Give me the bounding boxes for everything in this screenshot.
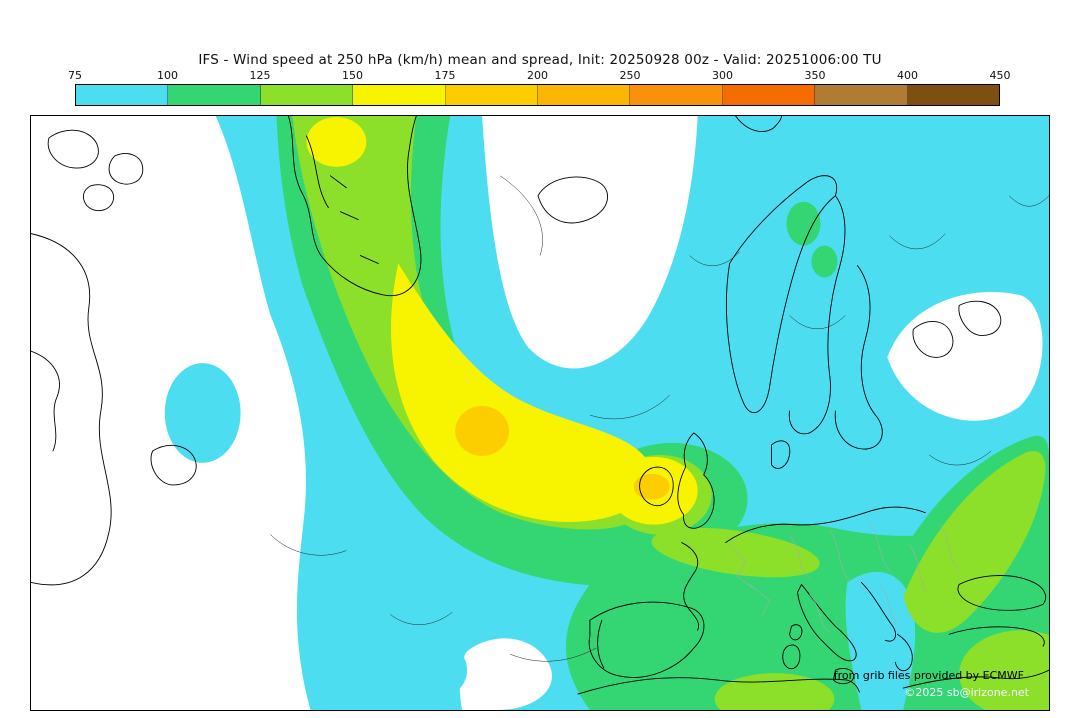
colorbar-segment — [353, 85, 446, 105]
cyan-patch-azores — [377, 636, 468, 705]
colorbar-tick-label: 300 — [712, 69, 733, 82]
coastline-ireland — [639, 466, 674, 507]
coastline-iberia — [588, 601, 705, 678]
data-source-credit: from grib files provided by ECMWF — [833, 669, 1024, 682]
coastline-north-sea-baltic — [725, 506, 926, 544]
spread-contours — [270, 175, 1049, 662]
coastline-great-britain — [677, 432, 715, 529]
coastline-corsica-sardinia — [782, 624, 803, 670]
colorbar-tick-label: 175 — [434, 69, 456, 82]
coastline-svalbard — [735, 116, 782, 132]
colorbar-tick-label: 450 — [989, 69, 1011, 82]
colorbar-segment — [907, 85, 1000, 105]
colorbar-segment — [722, 85, 816, 105]
chartreuse-france-band — [651, 527, 820, 578]
gold-atlantic-maximum — [455, 406, 510, 456]
coastline-norway — [726, 175, 838, 414]
page-title: IFS - Wind speed at 250 hPa (km/h) mean … — [198, 52, 882, 68]
coastline-greenland — [288, 116, 422, 296]
chartreuse-blacksea-band — [903, 451, 1046, 633]
white-region-south-iberia — [459, 638, 552, 710]
wind-band-150-175 — [306, 116, 698, 525]
copyright-notice: ©2025 sb@irizone.net — [904, 686, 1029, 699]
colorbar-tick-label: 250 — [619, 69, 641, 82]
border-lines — [729, 522, 960, 633]
coastline-france — [681, 542, 700, 631]
colorbar-segment — [630, 85, 723, 105]
colorbar-tick-label: 100 — [157, 69, 178, 82]
coastline-iceland — [537, 176, 608, 224]
coastline-newfoundland — [150, 444, 197, 486]
contour-lines — [270, 175, 1049, 662]
map-frame: from grib files provided by ECMWF ©2025 … — [30, 115, 1050, 711]
white-region-greenland-sea — [482, 116, 698, 369]
coastline-white-sea — [912, 300, 1002, 358]
colorbar-tick-label: 400 — [897, 69, 918, 82]
colorbar-segment — [168, 85, 261, 105]
gold-ireland-maximum — [633, 473, 670, 500]
wind-speed-map — [31, 116, 1049, 710]
coastline-sweden — [788, 195, 846, 435]
colorbar-tick-label: 200 — [527, 69, 548, 82]
wind-band-175-200 — [455, 406, 670, 500]
cyan-patch-labrador — [164, 363, 241, 463]
colorbar-tick-label: 75 — [68, 69, 82, 82]
colorbar-segment — [445, 85, 539, 105]
yellow-greenland-spot — [306, 116, 367, 167]
chartreuse-corner-patch — [959, 630, 1049, 710]
coastline-finland — [834, 265, 883, 450]
coastline-adriatic-greece — [860, 581, 913, 672]
coastline-black-sea — [948, 575, 1047, 647]
coastline-sicily — [832, 668, 855, 685]
green-patch-norway-2 — [811, 245, 838, 278]
colorbar-ticks: 75 100 125 150 175 200 250 300 350 400 450 — [68, 69, 1011, 82]
coastline-canada — [31, 233, 112, 586]
country-borders — [729, 522, 960, 633]
colorbar — [75, 84, 1000, 106]
coastline-denmark — [771, 440, 791, 469]
colorbar-segment — [538, 85, 631, 105]
colorbar-segment — [76, 85, 169, 105]
coastline-italy — [797, 583, 857, 662]
green-patch-norway-1 — [786, 201, 821, 246]
colorbar-tick-label: 150 — [342, 69, 363, 82]
colorbar-tick-label: 350 — [804, 69, 826, 82]
colorbar-segment — [260, 85, 354, 105]
chartreuse-jet-band — [292, 116, 645, 530]
colorbar-segment — [815, 85, 908, 105]
colorbar-tick-label: 125 — [249, 69, 271, 82]
yellow-jet-core — [391, 263, 654, 523]
coastlines — [31, 116, 1049, 695]
coastline-north-africa — [577, 669, 1049, 695]
coastline-arctic-islands — [47, 129, 144, 212]
coastline-greenland-fjords — [306, 135, 379, 264]
white-region-nw-russia — [887, 292, 1043, 421]
cyan-channel-italy — [845, 571, 916, 710]
